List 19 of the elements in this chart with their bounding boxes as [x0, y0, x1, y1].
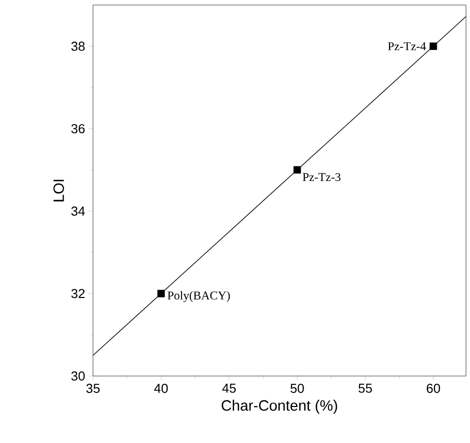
x-tick-label: 40	[154, 384, 168, 393]
annotation: Pz-Tz-4	[388, 42, 426, 50]
x-tick-label: 35	[86, 384, 100, 393]
y-tick-label: 36	[71, 124, 85, 134]
y-tick-label: 30	[71, 371, 85, 381]
annotation: Pz-Tz-3	[302, 173, 340, 182]
annotation: Poly(BACY)	[168, 291, 230, 302]
y-axis-title: LOI	[53, 180, 64, 202]
point	[294, 166, 301, 174]
point	[157, 290, 165, 298]
x-tick-label: 55	[358, 384, 372, 393]
x-tick-label: 60	[426, 384, 440, 393]
y-tick-label: 34	[71, 206, 85, 216]
x-tick-label: 45	[222, 384, 236, 393]
x-tick-label: 50	[290, 384, 304, 393]
y-tick-label: 38	[71, 42, 85, 51]
point	[430, 42, 438, 50]
x-axis-title: Char-Content (%)	[222, 400, 338, 414]
y-tick-label: 32	[71, 288, 85, 298]
